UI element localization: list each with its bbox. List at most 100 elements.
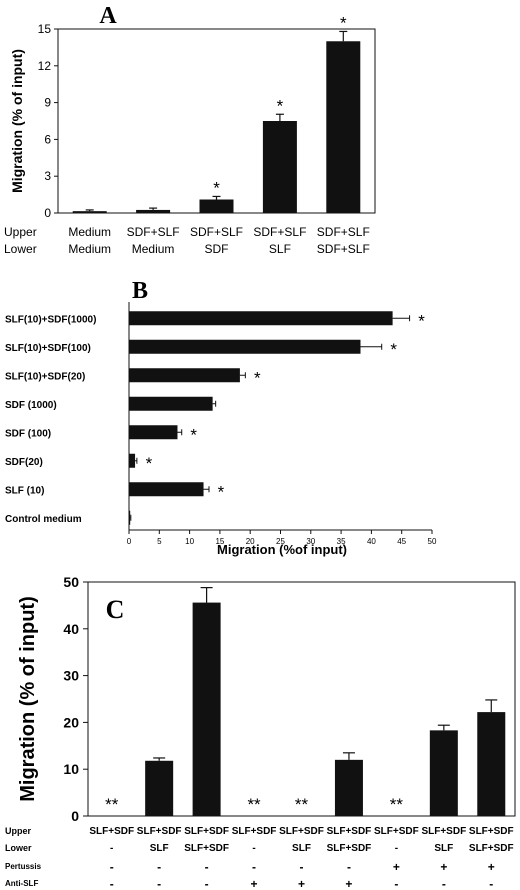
x-condition-anti_slf: - — [110, 877, 114, 890]
y-tick-label: 3 — [44, 169, 51, 183]
bar — [477, 712, 506, 816]
x-category-lower: SDF+SLF — [317, 242, 370, 256]
x-condition-anti_slf: - — [489, 877, 493, 890]
x-condition-lower: SLF — [434, 843, 453, 854]
bar — [136, 209, 171, 213]
panel-c-y-axis-label: Migration (% of input) — [17, 596, 39, 802]
significance-mark: ** — [390, 795, 404, 814]
bar — [129, 453, 136, 468]
y-tick-label: 20 — [63, 714, 79, 730]
y-tick-label: 40 — [63, 621, 79, 637]
bar — [262, 121, 297, 213]
bar — [129, 311, 393, 326]
x-condition-pertussis: + — [393, 860, 400, 874]
bar — [429, 730, 458, 816]
x-condition-lower: SLF+SDF — [184, 843, 229, 854]
y-tick-label: 0 — [71, 808, 79, 824]
row-label-lower: Lower — [4, 242, 37, 256]
y-category-label: SLF(10)+SDF(20) — [5, 371, 85, 382]
x-condition-pertussis: - — [300, 860, 304, 874]
bar — [145, 760, 174, 816]
bar — [129, 510, 131, 525]
panel-a-chart: A 0 3 6 9 12 15 Migration (% of input) Medium Med… — [4, 3, 376, 256]
x-tick-label: 20 — [246, 537, 255, 546]
x-category-lower: Medium — [132, 242, 175, 256]
significance-mark: * — [146, 454, 153, 473]
x-condition-anti_slf: - — [157, 877, 161, 890]
bar — [334, 759, 363, 816]
x-condition-upper: SLF+SDF — [469, 826, 514, 837]
x-condition-upper: SLF+SDF — [327, 826, 372, 837]
x-condition-anti_slf: - — [394, 877, 398, 890]
row-label: Pertussis — [5, 862, 42, 871]
panel-a-letter: A — [99, 3, 117, 29]
bar — [199, 199, 234, 213]
x-condition-lower: SLF+SDF — [469, 843, 514, 854]
x-category-upper: SDF+SLF — [253, 225, 306, 239]
x-condition-upper: SLF+SDF — [137, 826, 182, 837]
x-category-upper: Medium — [68, 225, 111, 239]
y-tick-label: 50 — [63, 574, 79, 590]
x-tick-label: 35 — [337, 537, 346, 546]
y-tick-label: 30 — [63, 668, 79, 684]
row-label: Upper — [5, 826, 32, 836]
x-condition-pertussis: + — [440, 860, 447, 874]
y-category-label: SLF(10)+SDF(1000) — [5, 314, 96, 325]
y-category-label: SDF (1000) — [5, 400, 57, 411]
bar — [129, 482, 204, 497]
x-condition-anti_slf: - — [442, 877, 446, 890]
x-condition-lower: SLF — [150, 843, 169, 854]
x-condition-anti_slf: + — [298, 877, 305, 890]
y-category-label: SDF(20) — [5, 457, 43, 468]
y-category-label: SLF (10) — [5, 485, 44, 496]
x-condition-anti_slf: + — [251, 877, 258, 890]
x-condition-lower: - — [110, 843, 113, 854]
x-condition-anti_slf: + — [345, 877, 352, 890]
y-tick-label: 12 — [38, 59, 52, 73]
significance-mark: * — [390, 340, 397, 359]
x-condition-pertussis: - — [110, 860, 114, 874]
x-condition-upper: SLF+SDF — [184, 826, 229, 837]
bar — [129, 339, 361, 354]
bar — [129, 368, 240, 383]
significance-mark: * — [340, 13, 347, 32]
x-category-lower: SDF — [205, 242, 229, 256]
x-condition-lower: SLF+SDF — [327, 843, 372, 854]
x-category-lower: SLF — [269, 242, 291, 256]
significance-mark: * — [254, 368, 261, 387]
y-tick-label: 10 — [63, 761, 79, 777]
x-category-lower: Medium — [68, 242, 111, 256]
x-condition-lower: - — [252, 843, 255, 854]
row-label: Anti-SLF — [5, 879, 38, 888]
x-condition-upper: SLF+SDF — [421, 826, 466, 837]
x-tick-label: 5 — [157, 537, 162, 546]
bar — [72, 211, 107, 213]
x-condition-pertussis: - — [157, 860, 161, 874]
x-tick-label: 40 — [367, 537, 376, 546]
y-tick-label: 15 — [38, 22, 52, 36]
row-label: Lower — [5, 843, 32, 853]
x-tick-label: 50 — [428, 537, 437, 546]
panel-b-chart: B 0 5 10 15 20 25 30 35 40 45 50 Migration (%of inpu… — [5, 278, 437, 557]
y-tick-label: 6 — [44, 132, 51, 146]
x-condition-upper: SLF+SDF — [374, 826, 419, 837]
significance-mark: * — [190, 425, 197, 444]
y-category-label: SDF (100) — [5, 428, 51, 439]
x-tick-label: 0 — [127, 537, 132, 546]
bar — [129, 425, 178, 440]
y-category-label: SLF(10)+SDF(100) — [5, 343, 91, 354]
bar — [129, 396, 213, 411]
panel-c-letter: C — [106, 595, 125, 624]
x-tick-label: 30 — [306, 537, 315, 546]
x-condition-upper: SLF+SDF — [89, 826, 134, 837]
bar — [326, 41, 361, 214]
x-tick-label: 25 — [276, 537, 285, 546]
bar — [192, 602, 221, 816]
panel-b-letter: B — [132, 278, 148, 304]
x-tick-label: 15 — [215, 537, 224, 546]
panel-c-plot-frame — [87, 581, 516, 817]
panel-a-y-axis-label: Migration (% of input) — [9, 49, 25, 193]
significance-mark: * — [277, 96, 284, 115]
